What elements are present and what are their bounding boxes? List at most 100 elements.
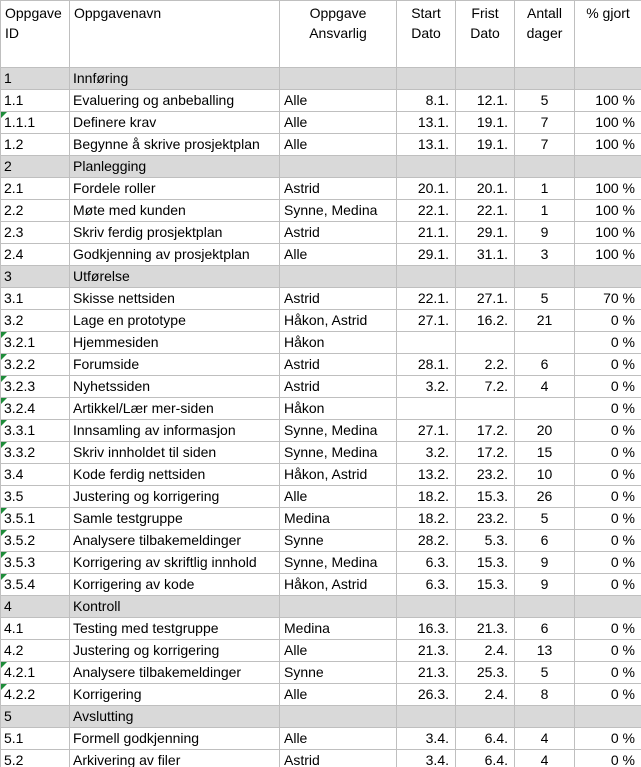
responsible-cell[interactable]: Synne, Medina: [279, 551, 397, 574]
percent-done-cell[interactable]: 0 %: [574, 551, 641, 574]
start-date-cell[interactable]: 16.3.: [396, 617, 456, 640]
percent-done-cell[interactable]: 100 %: [574, 111, 641, 134]
due-date-cell[interactable]: 2.2.: [455, 353, 515, 376]
percent-done-cell[interactable]: 0 %: [574, 573, 641, 596]
percent-done-cell[interactable]: 0 %: [574, 485, 641, 508]
empty-cell[interactable]: [396, 705, 456, 728]
days-cell[interactable]: 4: [514, 727, 575, 750]
responsible-cell[interactable]: Astrid: [279, 287, 397, 310]
task-name-cell[interactable]: Samle testgruppe: [69, 507, 280, 530]
task-id-cell[interactable]: 3.1: [0, 287, 70, 310]
task-id-cell[interactable]: 1.1.1: [0, 111, 70, 134]
responsible-cell[interactable]: Håkon, Astrid: [279, 573, 397, 596]
start-date-cell[interactable]: 21.3.: [396, 639, 456, 662]
task-id-cell[interactable]: 3.5: [0, 485, 70, 508]
task-name-cell[interactable]: Hjemmesiden: [69, 331, 280, 354]
due-date-cell[interactable]: 20.1.: [455, 177, 515, 200]
responsible-cell[interactable]: Astrid: [279, 375, 397, 398]
header-responsible[interactable]: Oppgave Ansvarlig: [279, 0, 397, 68]
task-id-cell[interactable]: 3.2.1: [0, 331, 70, 354]
responsible-cell[interactable]: Håkon, Astrid: [279, 463, 397, 486]
task-name-cell[interactable]: Evaluering og anbeballing: [69, 89, 280, 112]
percent-done-cell[interactable]: 0 %: [574, 309, 641, 332]
task-name-cell[interactable]: Justering og korrigering: [69, 639, 280, 662]
task-id-cell[interactable]: 3.5.4: [0, 573, 70, 596]
task-name-cell[interactable]: Nyhetssiden: [69, 375, 280, 398]
percent-done-cell[interactable]: 0 %: [574, 419, 641, 442]
days-cell[interactable]: 5: [514, 89, 575, 112]
task-name-cell[interactable]: Lage en prototype: [69, 309, 280, 332]
task-id-cell[interactable]: 4.2: [0, 639, 70, 662]
empty-cell[interactable]: [455, 705, 515, 728]
task-id-cell[interactable]: 2.2: [0, 199, 70, 222]
task-id-cell[interactable]: 3.2.4: [0, 397, 70, 420]
empty-cell[interactable]: [279, 595, 397, 618]
task-id-cell[interactable]: 3.4: [0, 463, 70, 486]
start-date-cell[interactable]: 13.2.: [396, 463, 456, 486]
empty-cell[interactable]: [279, 67, 397, 90]
task-name-cell[interactable]: Justering og korrigering: [69, 485, 280, 508]
task-name-cell[interactable]: Innsamling av informasjon: [69, 419, 280, 442]
task-id-cell[interactable]: 5.1: [0, 727, 70, 750]
responsible-cell[interactable]: Astrid: [279, 177, 397, 200]
task-name-cell[interactable]: Formell godkjenning: [69, 727, 280, 750]
task-name-cell[interactable]: Analysere tilbakemeldinger: [69, 529, 280, 552]
header-due-date[interactable]: Frist Dato: [455, 0, 515, 68]
due-date-cell[interactable]: 19.1.: [455, 133, 515, 156]
due-date-cell[interactable]: 7.2.: [455, 375, 515, 398]
responsible-cell[interactable]: Håkon, Astrid: [279, 309, 397, 332]
due-date-cell[interactable]: 22.1.: [455, 199, 515, 222]
empty-cell[interactable]: [574, 595, 641, 618]
due-date-cell[interactable]: 23.2.: [455, 507, 515, 530]
task-name-cell[interactable]: Godkjenning av prosjektplan: [69, 243, 280, 266]
responsible-cell[interactable]: Alle: [279, 133, 397, 156]
percent-done-cell[interactable]: 0 %: [574, 331, 641, 354]
days-cell[interactable]: 5: [514, 287, 575, 310]
due-date-cell[interactable]: [455, 397, 515, 420]
due-date-cell[interactable]: 2.4.: [455, 683, 515, 706]
responsible-cell[interactable]: Synne: [279, 529, 397, 552]
empty-cell[interactable]: [396, 155, 456, 178]
empty-cell[interactable]: [455, 265, 515, 288]
due-date-cell[interactable]: 17.2.: [455, 419, 515, 442]
task-id-cell[interactable]: 5.2: [0, 749, 70, 767]
task-id-cell[interactable]: 3.2: [0, 309, 70, 332]
task-id-cell[interactable]: 4.2.2: [0, 683, 70, 706]
due-date-cell[interactable]: 6.4.: [455, 727, 515, 750]
responsible-cell[interactable]: Alle: [279, 727, 397, 750]
start-date-cell[interactable]: 18.2.: [396, 507, 456, 530]
responsible-cell[interactable]: Synne, Medina: [279, 441, 397, 464]
responsible-cell[interactable]: Alle: [279, 485, 397, 508]
start-date-cell[interactable]: 21.1.: [396, 221, 456, 244]
empty-cell[interactable]: [396, 265, 456, 288]
percent-done-cell[interactable]: 0 %: [574, 661, 641, 684]
responsible-cell[interactable]: Alle: [279, 243, 397, 266]
start-date-cell[interactable]: [396, 331, 456, 354]
start-date-cell[interactable]: 26.3.: [396, 683, 456, 706]
task-id-cell[interactable]: 1.2: [0, 133, 70, 156]
percent-done-cell[interactable]: 0 %: [574, 353, 641, 376]
days-cell[interactable]: 9: [514, 551, 575, 574]
header-start-date[interactable]: Start Dato: [396, 0, 456, 68]
days-cell[interactable]: 6: [514, 617, 575, 640]
header-task-id[interactable]: Oppgave ID: [0, 0, 70, 68]
due-date-cell[interactable]: 6.4.: [455, 749, 515, 767]
section-name-cell[interactable]: Planlegging: [69, 155, 280, 178]
responsible-cell[interactable]: Astrid: [279, 221, 397, 244]
responsible-cell[interactable]: Håkon: [279, 397, 397, 420]
percent-done-cell[interactable]: 0 %: [574, 749, 641, 767]
task-id-cell[interactable]: 3.5.2: [0, 529, 70, 552]
empty-cell[interactable]: [279, 265, 397, 288]
days-cell[interactable]: 13: [514, 639, 575, 662]
header-task-name[interactable]: Oppgavenavn: [69, 0, 280, 68]
section-name-cell[interactable]: Kontroll: [69, 595, 280, 618]
task-id-cell[interactable]: 2.4: [0, 243, 70, 266]
start-date-cell[interactable]: 3.2.: [396, 375, 456, 398]
task-name-cell[interactable]: Korrigering av skriftlig innhold: [69, 551, 280, 574]
start-date-cell[interactable]: [396, 397, 456, 420]
percent-done-cell[interactable]: 100 %: [574, 221, 641, 244]
due-date-cell[interactable]: 21.3.: [455, 617, 515, 640]
days-cell[interactable]: 9: [514, 573, 575, 596]
days-cell[interactable]: 1: [514, 199, 575, 222]
percent-done-cell[interactable]: 0 %: [574, 639, 641, 662]
